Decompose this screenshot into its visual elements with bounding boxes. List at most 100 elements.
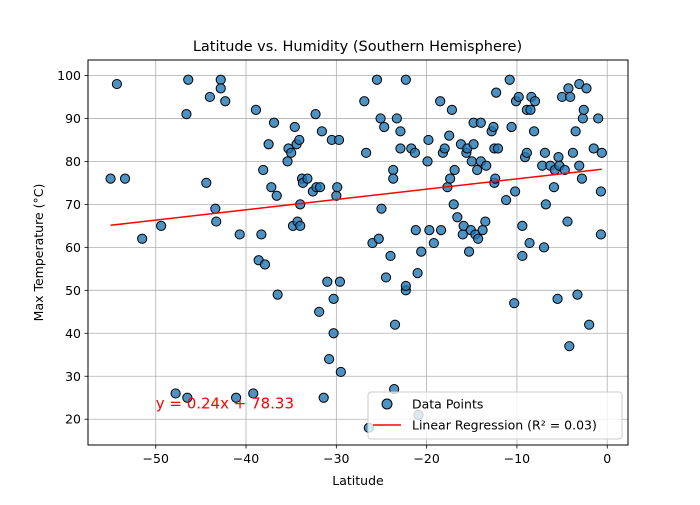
data-point: [595, 229, 607, 240]
data-point: [570, 126, 581, 137]
data-point: [596, 147, 607, 158]
data-point: [468, 139, 479, 150]
data-point: [256, 229, 267, 240]
legend-box: [367, 391, 623, 440]
data-point: [286, 147, 297, 158]
data-point: [463, 246, 475, 257]
data-point: [119, 173, 131, 184]
data-point: [248, 388, 259, 399]
data-point: [388, 164, 399, 176]
y-tick-label: 70: [65, 197, 81, 212]
data-point: [295, 220, 306, 231]
data-point: [373, 233, 384, 244]
data-point: [210, 203, 221, 214]
data-point: [400, 74, 411, 85]
data-point: [524, 237, 535, 249]
data-point: [416, 246, 427, 257]
data-point: [156, 220, 167, 231]
data-point: [361, 147, 372, 158]
data-point: [491, 87, 502, 98]
data-point: [182, 392, 193, 403]
data-point: [105, 173, 116, 184]
data-point: [137, 233, 148, 244]
data-point: [445, 173, 456, 184]
data-point: [328, 328, 339, 339]
y-tick-label: 60: [65, 240, 81, 255]
axis-ticks: −50 −40 −30 −20 −10 0 20 30 40 50 60 70 80 90 100: [57, 68, 611, 466]
data-point: [578, 104, 589, 115]
data-point: [424, 225, 435, 236]
data-point: [409, 147, 420, 158]
data-point: [510, 186, 521, 197]
data-point: [449, 164, 460, 176]
x-tick-label: −40: [233, 451, 259, 466]
data-point: [183, 74, 194, 85]
data-point: [559, 164, 570, 176]
data-point: [593, 113, 604, 124]
data-point: [266, 182, 277, 193]
data-point: [215, 74, 226, 85]
plot-area: [88, 60, 628, 445]
data-point: [220, 96, 231, 107]
data-point: [509, 298, 520, 309]
x-tick-label: 0: [603, 451, 611, 466]
y-axis-label: Max Temperature (°C): [31, 184, 46, 322]
y-tick-label: 100: [57, 68, 81, 83]
y-tick-label: 80: [65, 154, 81, 169]
data-point: [385, 250, 396, 262]
data-point: [322, 276, 333, 287]
data-point: [472, 164, 483, 176]
data-point: [379, 121, 390, 133]
data-point: [517, 250, 528, 262]
y-tick-label: 50: [65, 283, 81, 298]
data-point: [565, 91, 576, 103]
data-point: [576, 173, 588, 184]
data-point: [316, 126, 327, 137]
regression-line: [110, 168, 602, 227]
chart-title: Latitude vs. Humidity (Southern Hemisphe…: [193, 39, 522, 55]
data-point: [588, 143, 599, 154]
data-point: [548, 182, 560, 193]
y-tick-label: 40: [65, 326, 81, 341]
x-tick-label: −50: [143, 451, 169, 466]
axes-frame: [87, 59, 629, 446]
data-point: [529, 96, 541, 107]
data-point: [517, 220, 528, 231]
data-point: [359, 96, 370, 107]
x-tick-label: −30: [323, 451, 349, 466]
data-point: [388, 173, 399, 184]
data-point: [314, 306, 325, 317]
data-point: [521, 147, 532, 158]
data-point: [375, 113, 386, 124]
data-point: [268, 117, 280, 128]
data-points: [105, 74, 607, 433]
data-point: [302, 173, 313, 184]
data-point: [564, 341, 575, 352]
legend-label-regression: Linear Regression (R² = 0.03): [412, 418, 597, 433]
data-point: [492, 143, 504, 154]
data-point: [574, 160, 585, 171]
data-point: [528, 126, 540, 137]
x-tick-label: −10: [504, 451, 530, 466]
data-point: [562, 216, 573, 227]
y-tick-label: 30: [65, 369, 81, 384]
data-point: [466, 156, 477, 167]
x-axis-label: Latitude: [332, 473, 384, 488]
data-point: [400, 280, 411, 292]
grid-lines: [88, 60, 628, 445]
data-point: [439, 143, 450, 154]
data-point: [318, 392, 329, 403]
data-point: [422, 156, 433, 167]
data-point: [395, 143, 406, 154]
data-point: [259, 259, 271, 270]
data-point: [428, 237, 439, 249]
data-point: [201, 177, 212, 188]
data-point: [282, 156, 293, 167]
data-point: [446, 104, 458, 115]
data-point: [324, 353, 335, 365]
data-point: [170, 388, 181, 399]
data-point: [250, 104, 262, 115]
data-point: [371, 74, 383, 85]
data-point: [477, 225, 488, 236]
